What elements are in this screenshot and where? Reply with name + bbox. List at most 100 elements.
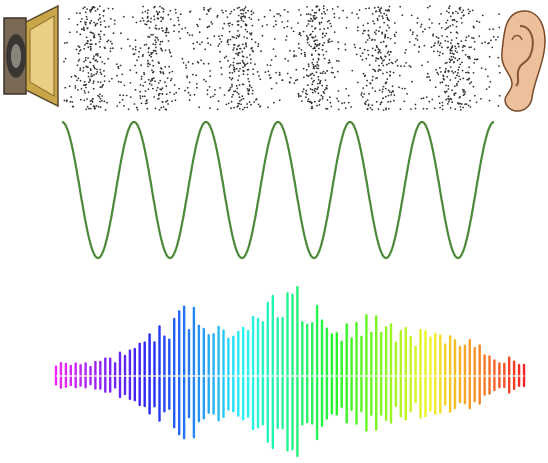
air-particle <box>451 89 453 92</box>
air-particle <box>462 90 465 93</box>
air-particle <box>433 107 436 110</box>
air-particle <box>227 22 230 25</box>
air-particle <box>243 7 246 10</box>
air-particle <box>236 91 239 94</box>
air-particle <box>373 22 376 25</box>
air-particle <box>92 57 95 60</box>
air-particle <box>344 107 347 110</box>
air-particle <box>84 23 87 26</box>
air-particle <box>312 58 315 61</box>
air-particle <box>274 20 277 22</box>
air-particle <box>378 89 381 91</box>
air-particle <box>426 6 429 9</box>
air-particle <box>375 29 378 32</box>
air-particle <box>99 38 102 41</box>
air-particle <box>153 96 156 98</box>
air-particle <box>187 91 190 94</box>
air-particle <box>139 97 142 100</box>
air-particle <box>384 87 387 90</box>
air-particle <box>487 75 489 78</box>
air-particle <box>147 65 149 68</box>
air-particle <box>63 60 65 63</box>
air-particle <box>456 42 459 45</box>
air-particle <box>227 39 230 41</box>
air-particle <box>364 7 367 10</box>
air-particle <box>161 87 164 89</box>
air-particle <box>423 44 426 47</box>
air-particle <box>173 24 175 27</box>
air-particle <box>362 87 365 89</box>
air-particle <box>179 13 182 16</box>
air-particle <box>443 78 445 81</box>
air-particle <box>449 97 452 100</box>
air-particle <box>232 68 235 71</box>
air-particle <box>299 32 301 35</box>
air-particle <box>324 89 326 91</box>
air-particle <box>439 81 442 84</box>
air-particle <box>149 21 152 23</box>
air-particle <box>203 8 206 11</box>
air-particle <box>90 43 93 46</box>
air-particle <box>278 99 281 102</box>
air-particle <box>290 27 293 29</box>
air-particle <box>229 12 232 15</box>
air-particle <box>365 41 367 44</box>
air-particle <box>167 103 170 105</box>
air-particle <box>285 39 287 41</box>
air-particle <box>368 92 370 95</box>
air-particle <box>213 35 216 38</box>
air-particle <box>405 49 407 51</box>
air-particle <box>99 21 102 23</box>
air-particle <box>371 47 374 50</box>
air-particle <box>346 16 348 19</box>
air-particle <box>87 46 90 48</box>
air-particle <box>184 89 186 92</box>
air-particle <box>104 47 106 50</box>
air-particle <box>380 12 382 14</box>
air-particle <box>104 109 107 111</box>
air-particle <box>371 55 374 57</box>
air-particle <box>312 63 315 66</box>
air-particle <box>240 16 243 19</box>
air-particle <box>326 99 329 101</box>
air-particle <box>186 75 189 77</box>
air-particle <box>386 52 389 54</box>
air-particle <box>373 31 376 34</box>
air-particle <box>123 84 126 87</box>
air-particle <box>342 9 344 12</box>
air-particle <box>157 98 159 100</box>
air-particle <box>85 36 88 39</box>
air-particle <box>75 48 78 51</box>
air-particle <box>383 12 386 15</box>
air-particle <box>385 63 388 66</box>
air-particle <box>289 49 291 52</box>
air-particle <box>378 50 380 53</box>
air-particle <box>144 23 147 25</box>
air-particle <box>231 35 234 38</box>
air-particle <box>381 15 384 17</box>
air-particle <box>195 83 198 85</box>
air-particle <box>63 99 66 102</box>
air-particle <box>169 91 171 94</box>
air-particle <box>230 10 233 13</box>
air-particle <box>399 5 402 8</box>
air-particle <box>239 100 241 102</box>
air-particle <box>458 57 461 60</box>
air-particle <box>297 22 299 24</box>
air-particle <box>204 48 207 51</box>
air-particle <box>235 52 238 55</box>
air-particle <box>404 51 406 54</box>
air-particle <box>139 20 142 22</box>
air-particle <box>157 12 159 15</box>
air-particle <box>135 71 138 74</box>
air-particle <box>437 37 440 39</box>
air-particle <box>428 75 430 78</box>
air-particle <box>89 31 92 34</box>
air-particle <box>107 57 110 60</box>
air-particle <box>327 27 329 30</box>
air-particle <box>461 49 464 52</box>
air-particle <box>101 61 104 63</box>
air-particle <box>278 13 280 15</box>
air-particle <box>133 103 136 105</box>
air-particle <box>250 33 252 36</box>
